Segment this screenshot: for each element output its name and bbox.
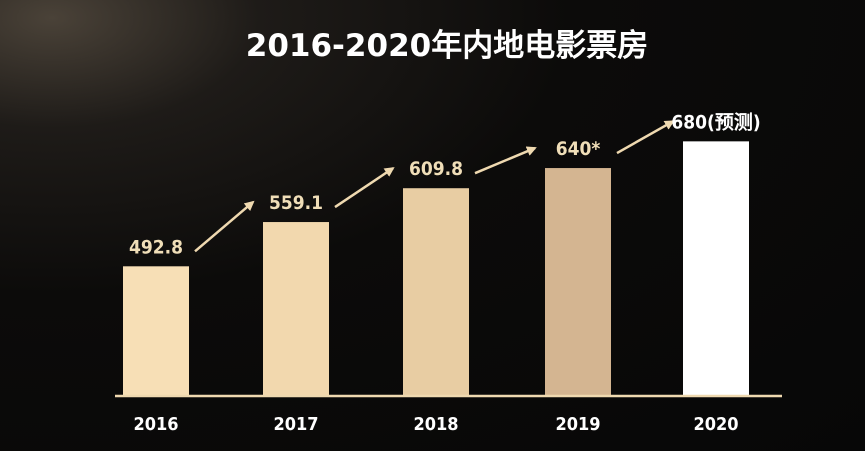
x-tick-labels: 2016 2017 2018 2019 2020 <box>133 414 738 435</box>
x-tick-2018: 2018 <box>413 414 458 435</box>
bar-2020 <box>683 141 749 395</box>
growth-arrows <box>194 120 675 253</box>
bars-group: 492.8 559.1 609.8 640* 680(预测) <box>123 111 761 395</box>
bar-2018 <box>403 188 469 395</box>
value-label-2019: 640* <box>556 138 601 160</box>
x-tick-2020: 2020 <box>693 414 738 435</box>
growth-arrow-2016-2017 <box>194 200 255 253</box>
value-label-2016: 492.8 <box>129 236 183 258</box>
bar-2016 <box>123 266 189 395</box>
value-label-2020: 680(预测) <box>671 111 760 133</box>
x-tick-2017: 2017 <box>273 414 318 435</box>
growth-arrow-2017-2018 <box>334 167 395 209</box>
growth-arrow-2018-2019 <box>474 146 537 175</box>
x-tick-2019: 2019 <box>555 414 600 435</box>
growth-arrow-2019-2020 <box>616 120 675 155</box>
value-label-2018: 609.8 <box>409 158 463 180</box>
value-label-2017: 559.1 <box>269 192 323 214</box>
bar-2017 <box>263 222 329 395</box>
x-tick-2016: 2016 <box>133 414 178 435</box>
bar-2019 <box>545 168 611 395</box>
chart-title: 2016-2020年内地电影票房 <box>246 28 648 64</box>
